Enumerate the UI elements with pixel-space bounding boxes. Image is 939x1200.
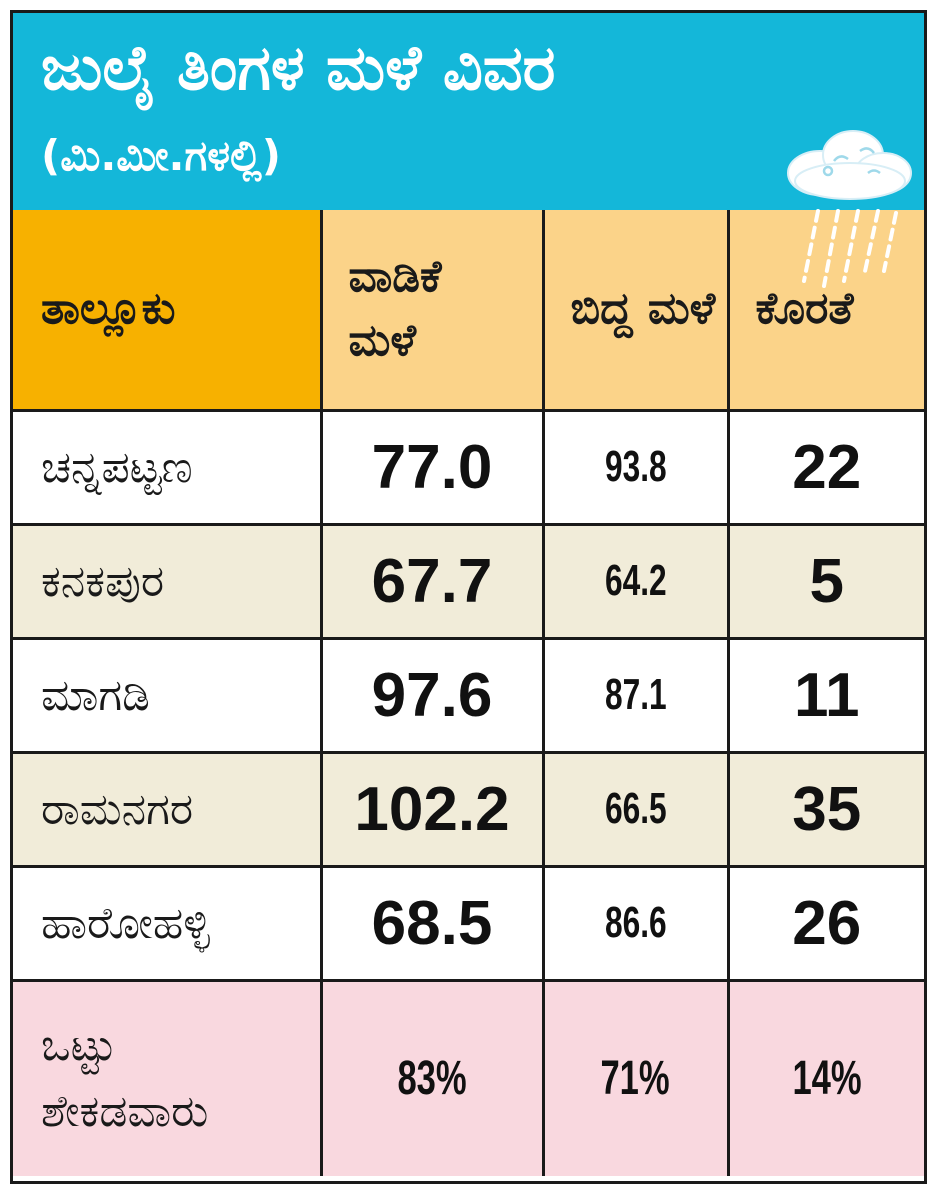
normal-rain-value: 77.0 [319, 408, 545, 526]
rain-cloud-icon [787, 130, 912, 288]
chart-title: ಜುಲೈ ತಿಂಗಳ ಮಳೆ ವಿವರ [41, 31, 556, 104]
table-row: ಹಾರೋಹಳ್ಳಿ 68.5 86.6 26 [13, 864, 924, 982]
actual-rain-value: 64.2 [541, 522, 730, 640]
taluk-name: ಮಾಗಡಿ [13, 636, 323, 754]
rainfall-infographic: ಜುಲೈ ತಿಂಗಳ ಮಳೆ ವಿವರ (ಮಿ.ಮೀ.ಗಳಲ್ಲಿ) [10, 10, 927, 1184]
column-header-actual-rain: ಬಿದ್ದ ಮಳೆ [541, 210, 730, 412]
column-header-normal-rain: ವಾಡಿಕೆ ಮಳೆ [319, 210, 545, 412]
table-row: ಮಾಗಡಿ 97.6 87.1 11 [13, 636, 924, 754]
table-row: ರಾಮನಗರ 102.2 66.5 35 [13, 750, 924, 868]
total-row: ಒಟ್ಟು ಶೇಕಡವಾರು 83% 71% 14% [13, 978, 924, 1176]
chart-subtitle: (ಮಿ.ಮೀ.ಗಳಲ್ಲಿ) [41, 131, 281, 180]
column-header-deficit: ಕೊರತೆ [726, 210, 924, 412]
total-actual-percent: 71% [541, 978, 730, 1176]
normal-rain-value: 67.7 [319, 522, 545, 640]
table-row: ಚನ್ನಪಟ್ಟಣ 77.0 93.8 22 [13, 408, 924, 526]
taluk-name: ಹಾರೋಹಳ್ಳಿ [13, 864, 323, 982]
actual-rain-value: 93.8 [541, 408, 730, 526]
taluk-name: ಚನ್ನಪಟ್ಟಣ [13, 408, 323, 526]
deficit-value: 35 [726, 750, 924, 868]
actual-rain-value: 66.5 [541, 750, 730, 868]
deficit-value: 26 [726, 864, 924, 982]
deficit-value: 22 [726, 408, 924, 526]
total-label-line-2: ಶೇಕಡವಾರು [41, 1085, 209, 1137]
deficit-value: 5 [726, 522, 924, 640]
column-header-taluk: ತಾಲ್ಲೂಕು [13, 210, 323, 412]
total-label: ಒಟ್ಟು ಶೇಕಡವಾರು [13, 978, 323, 1176]
total-normal-percent: 83% [319, 978, 545, 1176]
normal-rain-value: 102.2 [319, 750, 545, 868]
total-deficit-percent: 14% [726, 978, 924, 1176]
taluk-name: ಕನಕಪುರ [13, 522, 323, 640]
normal-rain-value: 68.5 [319, 864, 545, 982]
actual-rain-value: 86.6 [541, 864, 730, 982]
total-label-line-1: ಒಟ್ಟು [41, 1019, 117, 1071]
normal-rain-value: 97.6 [319, 636, 545, 754]
actual-rain-value: 87.1 [541, 636, 730, 754]
title-banner: ಜುಲೈ ತಿಂಗಳ ಮಳೆ ವಿವರ (ಮಿ.ಮೀ.ಗಳಲ್ಲಿ) [13, 13, 924, 213]
deficit-value: 11 [726, 636, 924, 754]
table-row: ಕನಕಪುರ 67.7 64.2 5 [13, 522, 924, 640]
table-header-row: ತಾಲ್ಲೂಕು ವಾಡಿಕೆ ಮಳೆ ಬಿದ್ದ ಮಳೆ ಕೊರತೆ [13, 210, 924, 412]
rainfall-table: ತಾಲ್ಲೂಕು ವಾಡಿಕೆ ಮಳೆ ಬಿದ್ದ ಮಳೆ ಕೊರತೆ ಚನ್ನ… [13, 210, 924, 1176]
taluk-name: ರಾಮನಗರ [13, 750, 323, 868]
